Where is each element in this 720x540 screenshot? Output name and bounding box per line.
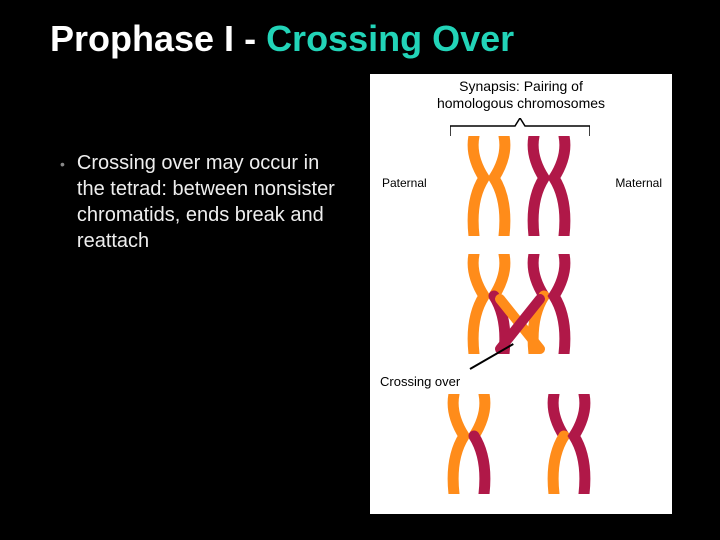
maternal-pair-1 [520,136,582,236]
paternal-pair-1 [460,136,522,236]
crossover-overlay-icon [490,294,550,359]
slide-title: Prophase I - Crossing Over [50,18,514,60]
label-paternal: Paternal [382,176,427,190]
slide: Prophase I - Crossing Over • Crossing ov… [0,0,720,540]
crossing-over-diagram: Synapsis: Pairing of homologous chromoso… [370,74,672,514]
diagram-title-line2: homologous chromosomes [437,95,605,111]
bullet-dot-icon: • [60,156,65,172]
diagram-title: Synapsis: Pairing of homologous chromoso… [370,78,672,112]
diagram-title-line1: Synapsis: Pairing of [459,78,583,94]
bullet-text: Crossing over may occur in the tetrad: b… [77,150,340,254]
label-maternal: Maternal [615,176,662,190]
title-part1: Prophase I - [50,18,266,59]
label-crossing-over: Crossing over [380,374,460,389]
recombinant-maternal [540,394,602,494]
bracket-icon [450,118,590,136]
title-part2: Crossing Over [266,18,514,59]
bullet-item: • Crossing over may occur in the tetrad:… [60,150,340,254]
recombinant-paternal [440,394,502,494]
